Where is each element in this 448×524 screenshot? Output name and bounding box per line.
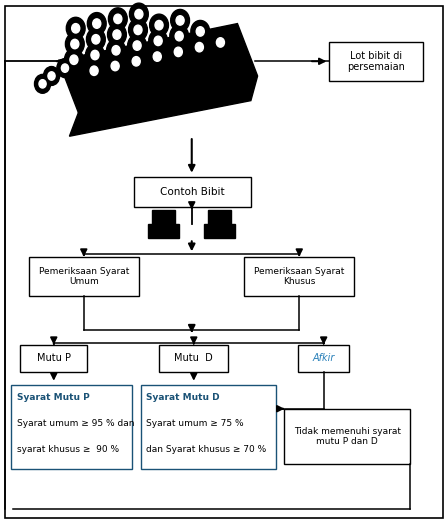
Bar [284, 409, 410, 464]
Circle shape [107, 39, 125, 61]
Circle shape [150, 14, 168, 36]
Circle shape [90, 66, 98, 75]
Bar [152, 210, 175, 225]
Circle shape [66, 17, 85, 39]
Circle shape [149, 30, 168, 52]
Circle shape [195, 42, 203, 52]
Polygon shape [69, 76, 258, 136]
Circle shape [87, 13, 106, 35]
Bar [298, 345, 349, 372]
Text: Lot bibit di
persemaian: Lot bibit di persemaian [347, 51, 405, 72]
Circle shape [91, 50, 99, 60]
Text: Pemeriksaan Syarat
Umum: Pemeriksaan Syarat Umum [39, 267, 129, 286]
Circle shape [39, 80, 46, 88]
Circle shape [57, 59, 73, 78]
Text: dan Syarat khusus ≥ 70 %: dan Syarat khusus ≥ 70 % [146, 445, 267, 454]
Text: Tidak memenuhi syarat
mutu P dan D: Tidak memenuhi syarat mutu P dan D [294, 427, 401, 446]
Circle shape [61, 64, 69, 72]
Text: Syarat umum ≥ 75 %: Syarat umum ≥ 75 % [146, 419, 244, 428]
Circle shape [129, 19, 147, 41]
Circle shape [154, 36, 162, 46]
Text: Syarat umum ≥ 95 % dan: Syarat umum ≥ 95 % dan [17, 419, 134, 428]
Circle shape [132, 57, 140, 66]
Text: Contoh Bibit: Contoh Bibit [160, 187, 225, 197]
Circle shape [108, 24, 126, 46]
Bar [204, 224, 235, 238]
Circle shape [129, 3, 148, 25]
Bar [208, 210, 231, 225]
Circle shape [127, 50, 146, 72]
Circle shape [170, 25, 189, 47]
Text: Syarat Mutu D: Syarat Mutu D [146, 394, 220, 402]
Circle shape [65, 49, 83, 71]
Circle shape [196, 27, 204, 36]
Circle shape [34, 74, 51, 93]
Text: Pemeriksaan Syarat
Khusus: Pemeriksaan Syarat Khusus [254, 267, 344, 286]
Bar [244, 257, 354, 296]
Circle shape [85, 60, 103, 82]
Circle shape [174, 47, 182, 57]
Circle shape [216, 38, 224, 47]
Bar [329, 42, 423, 81]
Text: syarat khusus ≥  90 %: syarat khusus ≥ 90 % [17, 445, 119, 454]
Circle shape [134, 25, 142, 35]
Circle shape [176, 16, 184, 25]
Circle shape [191, 20, 210, 42]
Polygon shape [58, 24, 258, 113]
Circle shape [65, 33, 84, 55]
Bar [159, 345, 228, 372]
Circle shape [190, 36, 209, 58]
Circle shape [48, 72, 55, 80]
Bar [134, 177, 251, 207]
Text: Syarat Mutu P: Syarat Mutu P [17, 394, 89, 402]
Bar [141, 385, 276, 469]
Circle shape [135, 9, 143, 19]
Circle shape [86, 28, 105, 50]
Circle shape [112, 46, 120, 55]
Circle shape [148, 46, 167, 68]
Circle shape [114, 14, 122, 24]
Circle shape [169, 41, 188, 63]
Circle shape [111, 61, 119, 71]
Circle shape [133, 41, 141, 50]
Text: Mutu  D: Mutu D [174, 353, 213, 364]
Bar [148, 224, 179, 238]
Circle shape [155, 20, 163, 30]
Circle shape [93, 19, 101, 28]
Circle shape [153, 52, 161, 61]
Circle shape [108, 8, 127, 30]
Bar [20, 345, 87, 372]
Circle shape [43, 67, 60, 85]
Circle shape [106, 55, 125, 77]
Circle shape [70, 55, 78, 64]
Circle shape [86, 44, 104, 66]
Circle shape [113, 30, 121, 39]
Circle shape [211, 31, 230, 53]
Circle shape [71, 39, 79, 49]
Circle shape [72, 24, 80, 33]
Text: Mutu P: Mutu P [37, 353, 71, 364]
Circle shape [171, 9, 190, 31]
Bar [29, 257, 139, 296]
Circle shape [92, 35, 100, 44]
Bar [11, 385, 132, 469]
Text: Afkir: Afkir [313, 353, 335, 364]
Circle shape [128, 35, 146, 57]
Circle shape [175, 31, 183, 41]
